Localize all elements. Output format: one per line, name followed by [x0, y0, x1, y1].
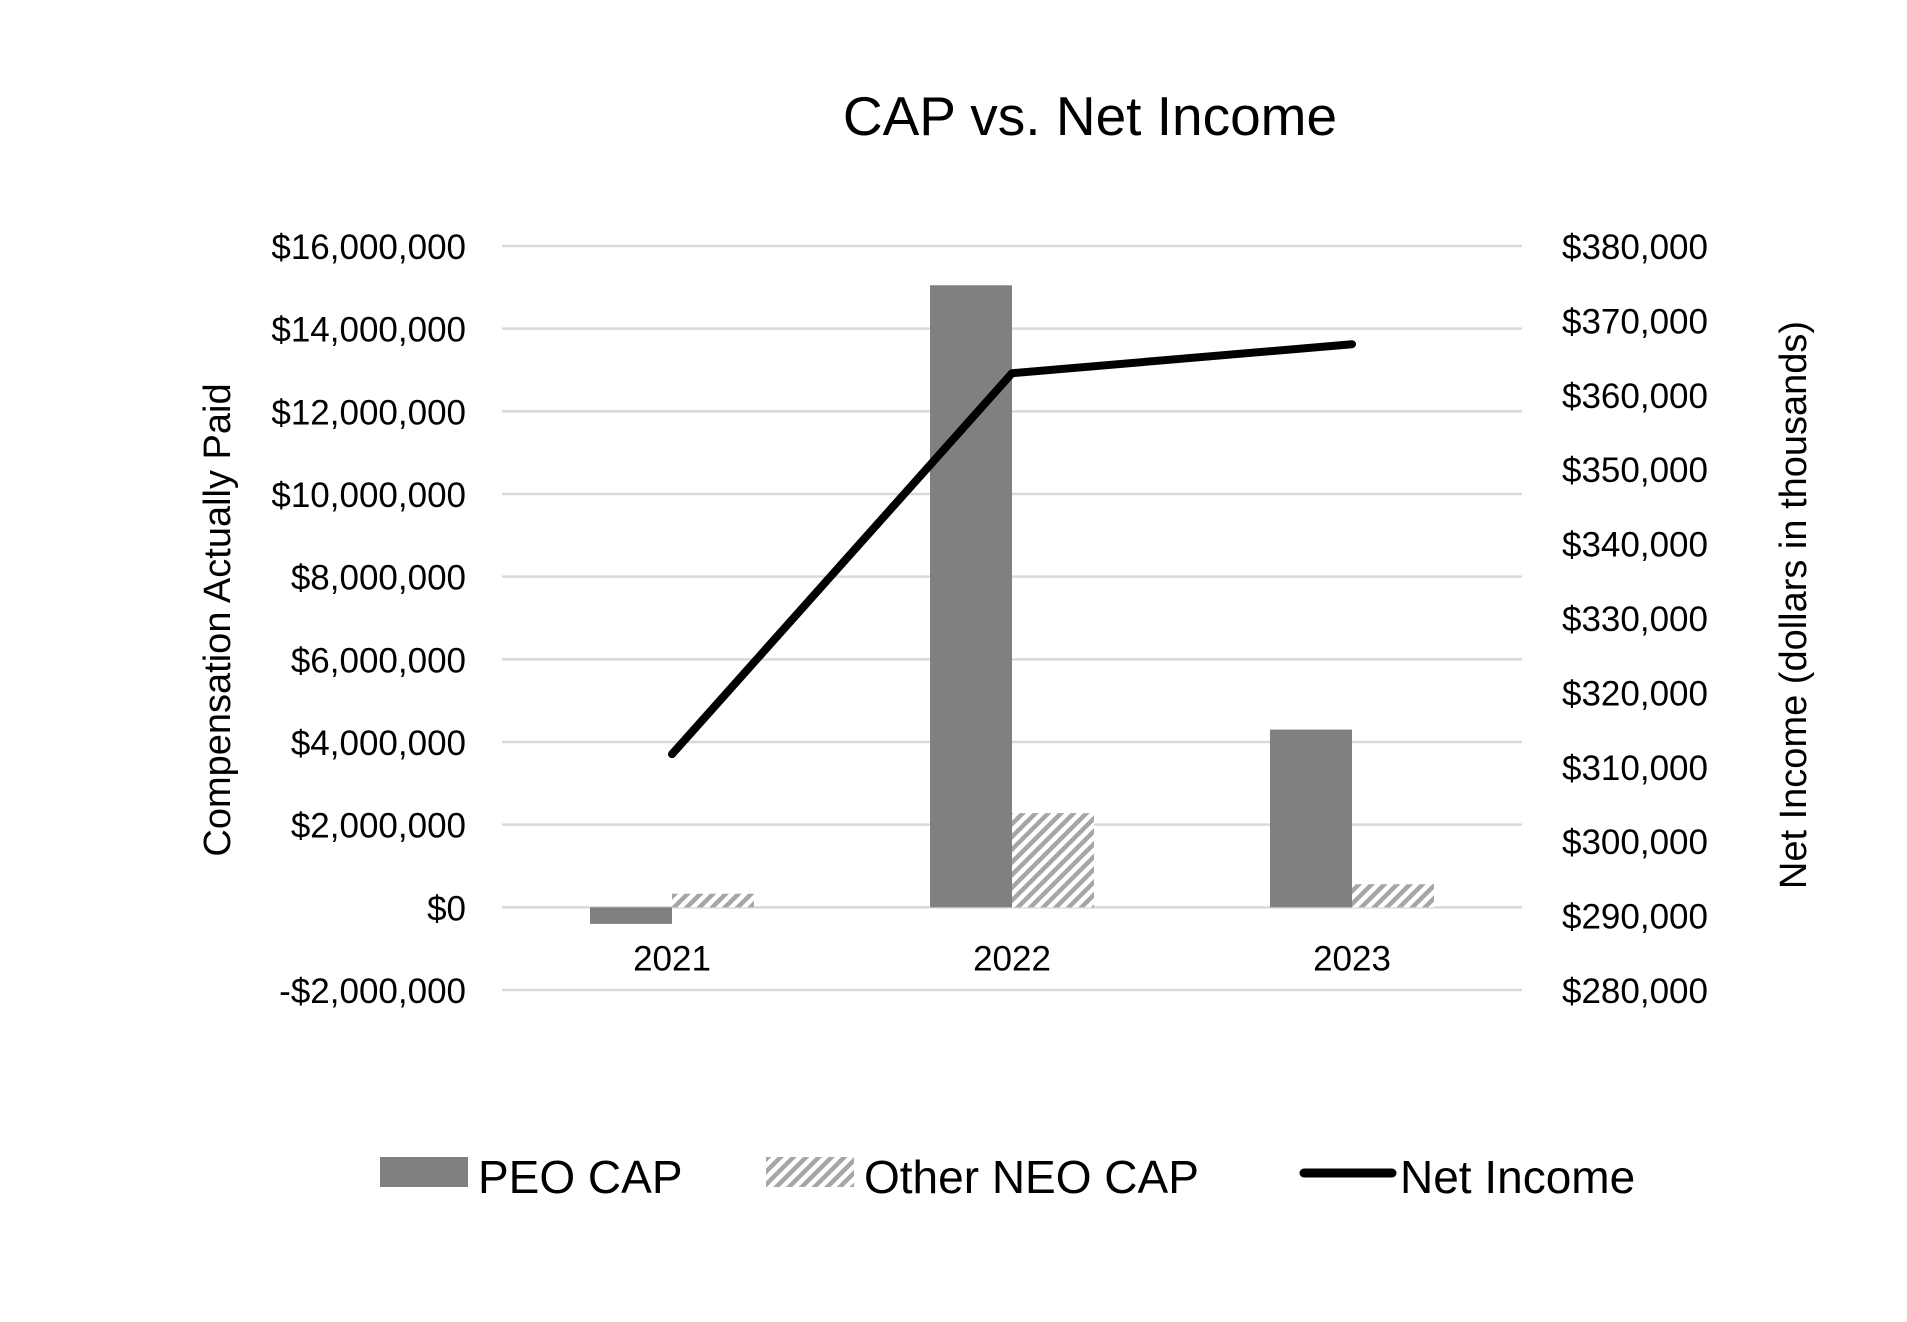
right-axis-ticks: $280,000 $290,000 $300,000 $310,000 $320,000…	[1562, 228, 1708, 1011]
bar-other-neo-cap	[1352, 884, 1434, 908]
y2-tick-label: $350,000	[1562, 451, 1708, 490]
chart-title: CAP vs. Net Income	[843, 85, 1337, 147]
left-axis-ticks: -$2,000,000 $0 $2,000,000 $4,000,000 $6,000,…	[271, 228, 466, 1011]
y2-tick-label: $370,000	[1562, 302, 1708, 341]
net-income-line	[668, 340, 1356, 759]
bar-other-neo-cap	[672, 893, 754, 908]
y2-tick-label: $360,000	[1562, 377, 1708, 416]
y2-tick-label: $290,000	[1562, 898, 1708, 937]
x-tick-label: 2022	[973, 939, 1051, 978]
x-tick-label: 2021	[633, 939, 711, 978]
legend-label-other-neo-cap: Other NEO CAP	[864, 1151, 1199, 1203]
bar-peo-cap	[930, 285, 1012, 908]
y2-tick-label: $310,000	[1562, 749, 1708, 788]
bar-peo-cap	[1270, 729, 1352, 908]
y2-tick-label: $320,000	[1562, 674, 1708, 713]
y-tick-label: $10,000,000	[271, 476, 466, 515]
x-tick-label: 2023	[1313, 939, 1391, 978]
legend-label-net-income: Net Income	[1400, 1151, 1635, 1203]
y2-tick-label: $280,000	[1562, 972, 1708, 1011]
y-tick-label: $14,000,000	[271, 311, 466, 350]
y-tick-label: -$2,000,000	[279, 972, 466, 1011]
y2-axis-label: Net Income (dollars in thousands)	[1773, 321, 1815, 889]
y2-tick-label: $300,000	[1562, 823, 1708, 862]
y-tick-label: $2,000,000	[291, 807, 466, 846]
bars	[590, 285, 1434, 924]
y-tick-label: $16,000,000	[271, 228, 466, 267]
legend: PEO CAP Other NEO CAP Net Income	[380, 1151, 1635, 1203]
bar-peo-cap	[590, 907, 672, 924]
legend-swatch-other-neo-cap	[766, 1157, 854, 1187]
bar-other-neo-cap	[1012, 813, 1094, 908]
y-tick-label: $8,000,000	[291, 559, 466, 598]
y2-tick-label: $330,000	[1562, 600, 1708, 639]
y-tick-label: $0	[427, 889, 466, 928]
y-tick-label: $6,000,000	[291, 641, 466, 680]
y-tick-label: $4,000,000	[291, 724, 466, 763]
legend-swatch-peo-cap	[380, 1157, 468, 1187]
net-income-line-layer	[668, 340, 1356, 759]
y-tick-label: $12,000,000	[271, 393, 466, 432]
y2-tick-label: $380,000	[1562, 228, 1708, 267]
category-labels: 2021 2022 2023	[633, 939, 1391, 978]
y-axis-label: Compensation Actually Paid	[197, 383, 239, 856]
y2-tick-label: $340,000	[1562, 526, 1708, 565]
legend-label-peo-cap: PEO CAP	[478, 1151, 683, 1203]
